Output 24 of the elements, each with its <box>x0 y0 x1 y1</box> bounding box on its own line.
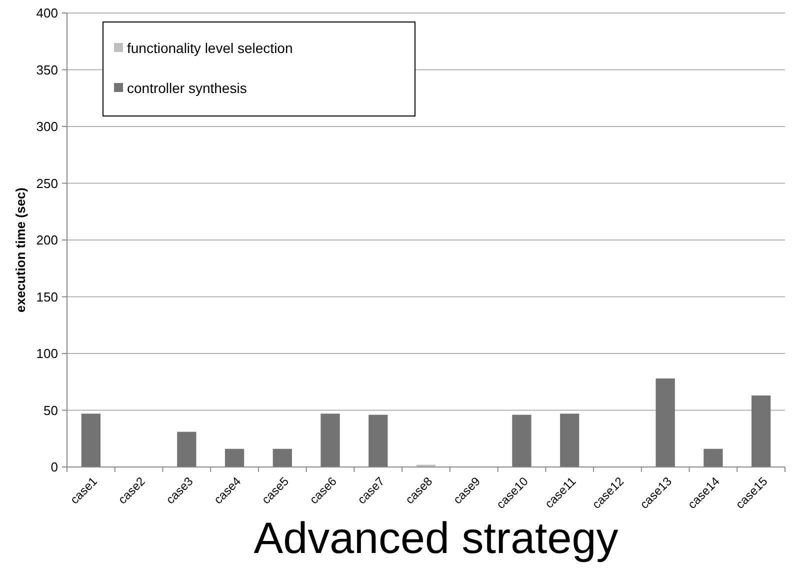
y-tick-label: 200 <box>36 232 58 248</box>
text: Advanced strategy <box>254 514 618 563</box>
bar <box>656 378 675 467</box>
y-tick-label: 300 <box>36 119 58 134</box>
y-tick-label: 100 <box>36 346 58 362</box>
y-tick-label: 150 <box>36 289 58 304</box>
bar <box>512 414 532 467</box>
bar <box>368 414 388 467</box>
legend-label: functionality level selection <box>127 40 293 56</box>
bar <box>560 414 580 467</box>
bar <box>704 448 723 467</box>
bar <box>320 414 340 467</box>
legend-label: controller synthesis <box>127 80 247 96</box>
bar <box>81 414 101 467</box>
y-tick-label: 0 <box>50 460 58 475</box>
bar <box>272 448 292 467</box>
bar <box>224 448 244 467</box>
bar <box>751 395 771 467</box>
bar <box>177 432 196 467</box>
y-axis-title: execution time (sec) <box>13 188 28 312</box>
y-tick-label: 50 <box>44 402 58 418</box>
y-tick-label: 250 <box>36 176 58 191</box>
y-tick-label: 400 <box>36 6 58 21</box>
y-tick-label: 350 <box>36 62 58 78</box>
